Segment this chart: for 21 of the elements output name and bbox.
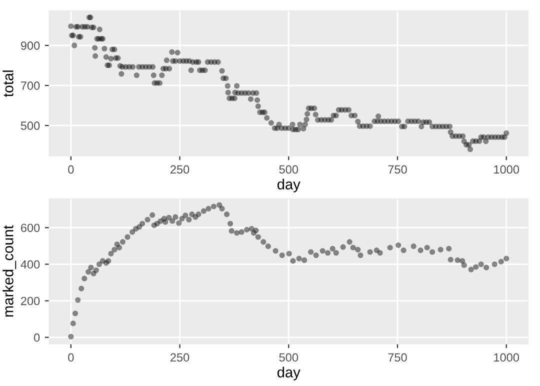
x-tick-label: 250: [170, 165, 190, 174]
y-tick-label: 0: [34, 333, 40, 342]
x-axis-title: day: [277, 178, 300, 192]
x-tick-label: 1000: [494, 353, 520, 362]
x-axis-title: day: [277, 366, 300, 380]
y-axis-title: marked_count: [2, 225, 16, 317]
x-tick-label: 0: [68, 353, 74, 362]
y-tick-label: 700: [21, 82, 40, 90]
y-tick-label: 500: [20, 122, 40, 130]
x-tick-label: 1000: [494, 165, 520, 174]
x-tick-label: 750: [388, 353, 407, 362]
x-tick-label: 750: [388, 165, 407, 174]
y-tick-label: 200: [21, 296, 40, 306]
y-tick-label: 900: [20, 41, 40, 50]
x-tick-label: 250: [170, 353, 190, 362]
y-axis-title: total: [2, 70, 14, 97]
x-tick-label: 500: [279, 165, 298, 174]
y-tick-label: 400: [20, 260, 40, 269]
x-tick-label: 0: [68, 165, 74, 174]
x-tick-label: 500: [279, 353, 298, 362]
y-tick-label: 600: [21, 224, 40, 232]
